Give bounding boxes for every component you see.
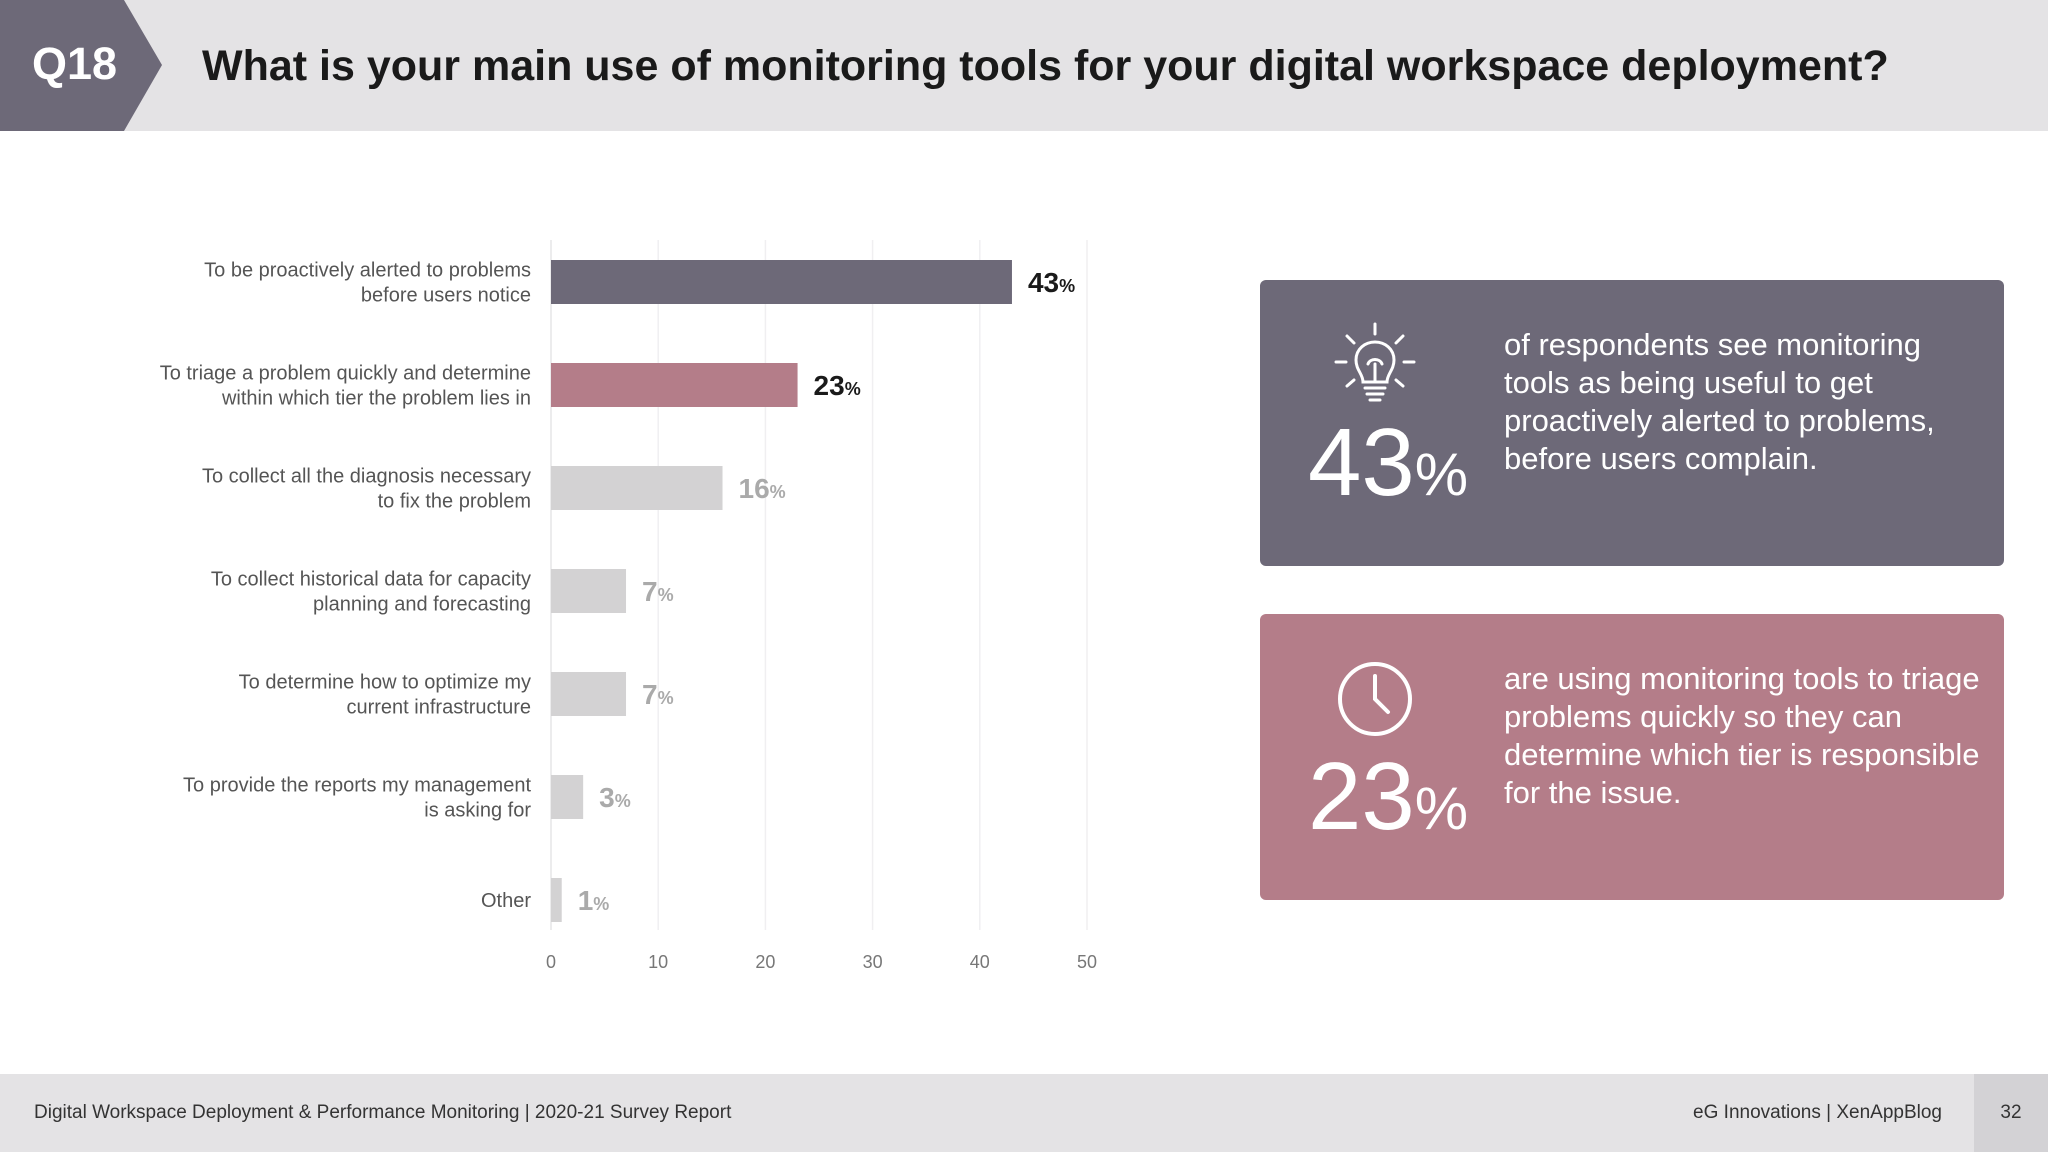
x-tick-label: 50 xyxy=(1077,952,1097,972)
value-label: 7% xyxy=(642,679,674,710)
header-bar: Q18 What is your main use of monitoring … xyxy=(0,0,2048,131)
category-label: To collect all the diagnosis necessary to… xyxy=(202,466,531,513)
bar xyxy=(551,672,627,716)
bar xyxy=(551,260,1012,304)
callout-percentage: 43% xyxy=(1308,409,1469,516)
category-label: To triage a problem quickly and determin… xyxy=(160,363,531,410)
value-label: 1% xyxy=(578,885,610,916)
callout-card-triage: 23% are using monitoring tools to triage… xyxy=(1260,614,2004,900)
publisher-credits: eG Innovations | XenAppBlog xyxy=(1693,1102,1942,1123)
bar xyxy=(551,878,562,922)
bar xyxy=(551,466,723,510)
callout-card-alerting: 43% of respondents see monitoring tools … xyxy=(1260,280,2004,566)
value-label: 16% xyxy=(739,473,786,504)
page-number-box: 32 xyxy=(1974,1074,2048,1152)
x-tick-label: 20 xyxy=(755,952,775,972)
bar-chart: 0 10 20 30 40 50 To be proactively alerted to … xyxy=(160,240,1097,972)
callout-percentage: 23% xyxy=(1308,743,1469,850)
category-label: Other xyxy=(481,890,531,912)
value-label: 3% xyxy=(599,782,631,813)
page-title: What is your main use of monitoring tool… xyxy=(202,42,1889,90)
bar xyxy=(551,363,798,407)
footer-bar: Digital Workspace Deployment & Performan… xyxy=(0,1074,2048,1152)
x-tick-label: 40 xyxy=(970,952,990,972)
question-badge: Q18 xyxy=(0,0,162,131)
lightbulb-icon xyxy=(1334,322,1416,402)
x-tick-label: 0 xyxy=(546,952,556,972)
bar xyxy=(551,775,584,819)
callout-description: are using monitoring tools to triage pro… xyxy=(1504,661,1980,810)
report-title: Digital Workspace Deployment & Performan… xyxy=(34,1102,732,1123)
category-label: To determine how to optimize my current i… xyxy=(239,672,531,719)
value-label: 7% xyxy=(642,576,674,607)
question-number: Q18 xyxy=(32,38,118,89)
value-label: 23% xyxy=(814,370,861,401)
x-tick-label: 30 xyxy=(863,952,883,972)
category-label: To provide the reports my management is a… xyxy=(183,775,531,822)
page-number: 32 xyxy=(2000,1102,2022,1123)
bar xyxy=(551,569,627,613)
category-label: To collect historical data for capacity p… xyxy=(211,569,531,616)
callout-description: of respondents see monitoring tools as b… xyxy=(1504,327,1935,476)
category-label: To be proactively alerted to problems bef… xyxy=(204,260,531,307)
x-tick-label: 10 xyxy=(648,952,668,972)
value-label: 43% xyxy=(1028,267,1075,298)
clock-icon xyxy=(1338,662,1412,736)
